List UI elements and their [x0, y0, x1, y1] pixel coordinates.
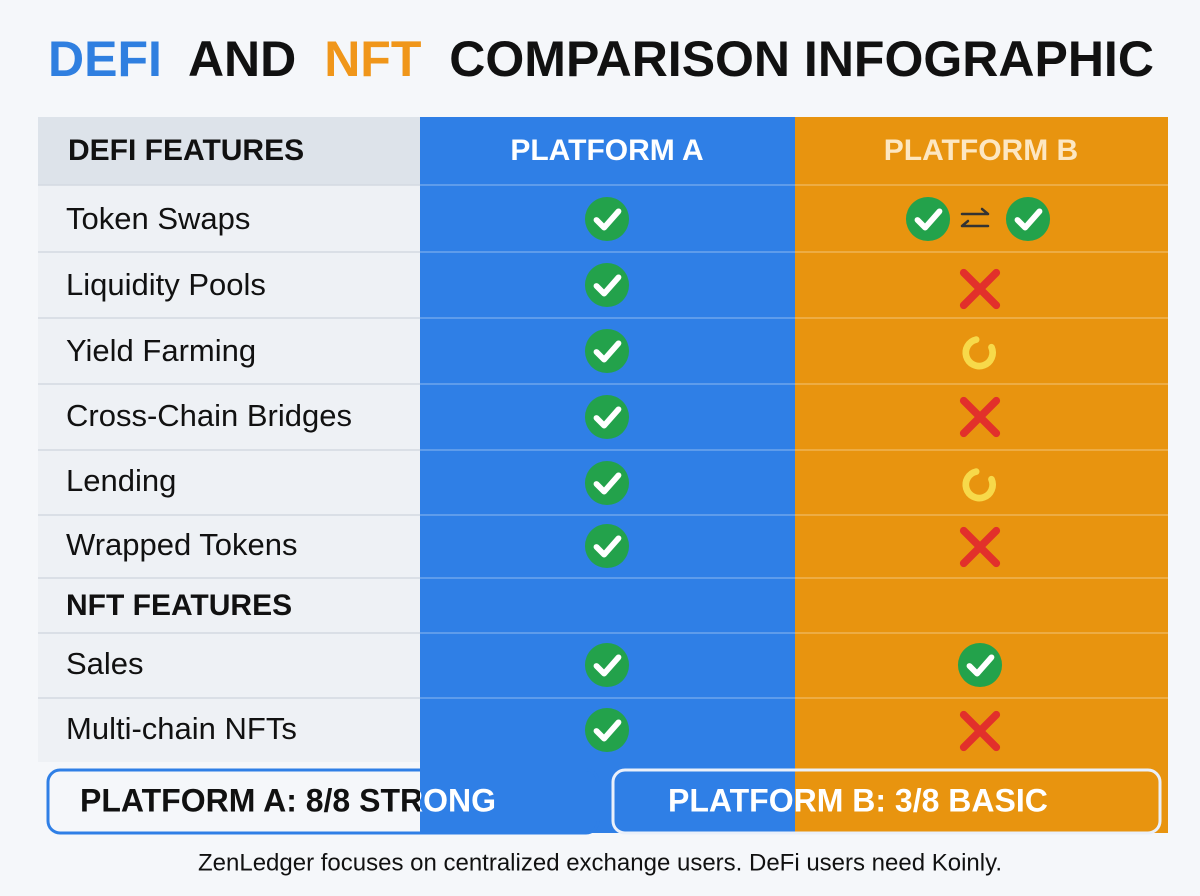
- feature-header-cell: [38, 117, 420, 185]
- check-icon: [585, 329, 629, 373]
- title-and: AND: [188, 31, 296, 87]
- section-title: NFT FEATURES: [66, 589, 292, 622]
- check-icon: [585, 263, 629, 307]
- check-icon: [585, 395, 629, 439]
- feature-name: Lending: [66, 463, 176, 498]
- footer-note: ZenLedger focuses on centralized exchang…: [198, 849, 1002, 876]
- title-rest: COMPARISON INFOGRAPHIC: [449, 31, 1154, 87]
- summary-b: PLATFORM B: 3/8 BASIC: [668, 782, 1048, 818]
- summary-a: PLATFORM A: 8/8 STRONG: [80, 782, 496, 818]
- platform-row-lines: [420, 184, 1168, 699]
- platform-a-icons: [585, 197, 629, 752]
- feature-name: Cross-Chain Bridges: [66, 398, 352, 433]
- check-icon: [585, 197, 629, 241]
- platform-b-column: [795, 117, 1168, 833]
- feature-column: [38, 117, 420, 762]
- feature-name: Multi-chain NFTs: [66, 711, 297, 746]
- header-platform-b: PLATFORM B: [884, 134, 1078, 167]
- feature-row-lines: [38, 184, 420, 699]
- check-icon: [958, 643, 1002, 687]
- check-icon: [585, 643, 629, 687]
- swap-arrows: [960, 207, 990, 228]
- feature-name: Wrapped Tokens: [66, 527, 298, 562]
- feature-name: Yield Farming: [66, 333, 256, 368]
- header-features: DEFI FEATURES: [68, 134, 304, 167]
- check-icon: [906, 197, 950, 241]
- check-icon: [585, 524, 629, 568]
- header-platform-a: PLATFORM A: [510, 134, 703, 167]
- platform-b-icons: [906, 197, 1050, 747]
- title: DEFI AND NFT COMPARISON INFOGRAPHIC: [48, 31, 1154, 87]
- title-defi: DEFI: [48, 31, 162, 87]
- check-icon: [1006, 197, 1050, 241]
- check-icon: [585, 461, 629, 505]
- summary-box-b: [611, 768, 1162, 835]
- summary-a: PLATFORM A: 8/8 STRONG: [80, 782, 496, 818]
- feature-name: Sales: [66, 646, 144, 681]
- title-nft: NFT: [324, 31, 421, 87]
- feature-name: Token Swaps: [66, 201, 250, 236]
- summary-box-a: [46, 768, 600, 835]
- feature-name: Liquidity Pools: [66, 267, 266, 302]
- check-icon: [585, 708, 629, 752]
